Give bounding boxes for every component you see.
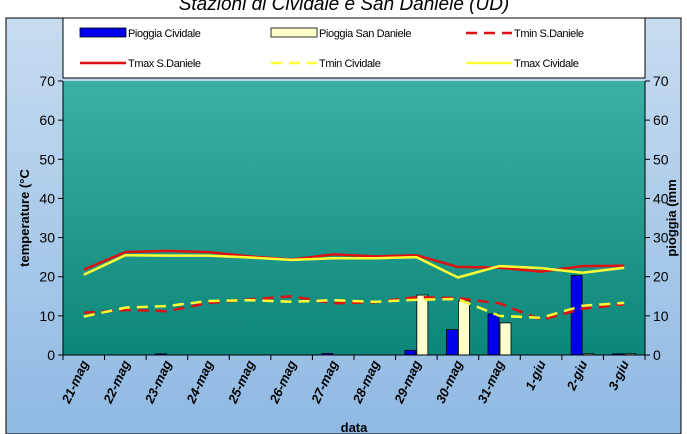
y-tick-right-label: 40 (653, 190, 669, 206)
y-tick-left-label: 70 (39, 73, 55, 89)
y-tick-right-label: 0 (653, 347, 661, 363)
bar-pioggia-cividale-30-mag (446, 329, 458, 356)
y-tick-right-label: 10 (653, 308, 669, 324)
y-tick-left-label: 30 (39, 230, 55, 246)
y-tick-right-label: 20 (653, 269, 669, 285)
x-axis-label: data (341, 420, 369, 434)
y-tick-right-label: 60 (653, 112, 669, 128)
legend (62, 17, 646, 79)
legend-label-tmax-cividale: Tmax Cividale (514, 58, 579, 70)
y-tick-left-label: 10 (39, 308, 55, 324)
legend-swatch-pioggia-san-daniele (270, 27, 318, 38)
legend-items: Pioggia Cividale Pioggia San Daniele Tmin … (79, 27, 584, 70)
y-axis-left-label: temperature (°C (17, 169, 32, 267)
y-ticks-right: 0 10 20 30 40 50 60 70 (645, 73, 669, 363)
y-tick-left-label: 50 (39, 151, 55, 167)
chart-title: Stazioni di Cividale e San Daniele (UD) (179, 0, 510, 15)
bar-pioggia-cividale-2-giu (570, 275, 583, 356)
line-tmax-s-daniele (83, 249, 625, 273)
y-tick-right-label: 50 (653, 151, 669, 167)
legend-swatch-pioggia-cividale (79, 27, 127, 38)
y-tick-left-label: 0 (47, 347, 55, 363)
bar-pioggia-cividale-29-mag (404, 349, 417, 356)
series-lines (83, 249, 625, 322)
y-tick-right-label: 30 (653, 230, 669, 246)
bar-pioggia-san-daniele-31-mag (499, 322, 512, 356)
y-axis-right-label: pioggia (mm (664, 179, 679, 256)
legend-label-pioggia-cividale: Pioggia Cividale (128, 28, 201, 40)
legend-label-tmax-s-daniele: Tmax S.Daniele (128, 58, 201, 70)
y-ticks-left: 0 10 20 30 40 50 60 70 (39, 73, 63, 363)
y-tick-left-label: 60 (39, 112, 55, 128)
line-tmax-cividale (83, 253, 625, 279)
bar-pioggia-san-daniele-30-mag (458, 300, 470, 356)
bar-pioggia-cividale-31-mag (487, 313, 500, 356)
bar-pioggia-san-daniele-29-mag (416, 294, 429, 356)
legend-label-pioggia-san-daniele: Pioggia San Daniele (319, 28, 411, 40)
plot-area (63, 81, 645, 355)
legend-label-tmin-cividale: Tmin Cividale (319, 58, 381, 70)
y-tick-right-label: 70 (653, 73, 669, 89)
line-tmin-cividale (83, 297, 625, 320)
legend-label-tmin-s-daniele: Tmin S.Daniele (514, 28, 584, 40)
y-tick-left-label: 20 (39, 269, 55, 285)
y-tick-left-label: 40 (39, 190, 55, 206)
